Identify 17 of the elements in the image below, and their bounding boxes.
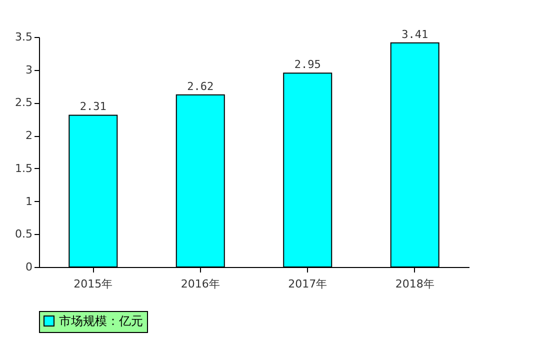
y-tick-label: 0.5 bbox=[15, 228, 32, 241]
y-tick-label: 1.5 bbox=[15, 162, 32, 175]
x-tick-label: 2015年 bbox=[74, 278, 113, 290]
y-tick-label: 1 bbox=[26, 194, 32, 208]
data-label: 2.31 bbox=[80, 100, 106, 114]
x-tick-label: 2018年 bbox=[395, 278, 434, 290]
data-label: 3.41 bbox=[402, 28, 428, 41]
data-label: 2.62 bbox=[187, 80, 214, 93]
y-tick-label: 0 bbox=[26, 260, 32, 274]
x-tick-label: 2016年 bbox=[180, 278, 220, 290]
y-tick-label: 2 bbox=[26, 129, 32, 142]
y-tick-label: 3.5 bbox=[15, 30, 32, 44]
y-tick-label: 3 bbox=[26, 63, 32, 76]
legend-label: 市场规模：亿元 bbox=[59, 314, 143, 328]
data-label: 2.95 bbox=[294, 58, 321, 72]
x-tick-label: 2017年 bbox=[288, 278, 328, 290]
y-tick-label: 2.5 bbox=[15, 96, 32, 110]
